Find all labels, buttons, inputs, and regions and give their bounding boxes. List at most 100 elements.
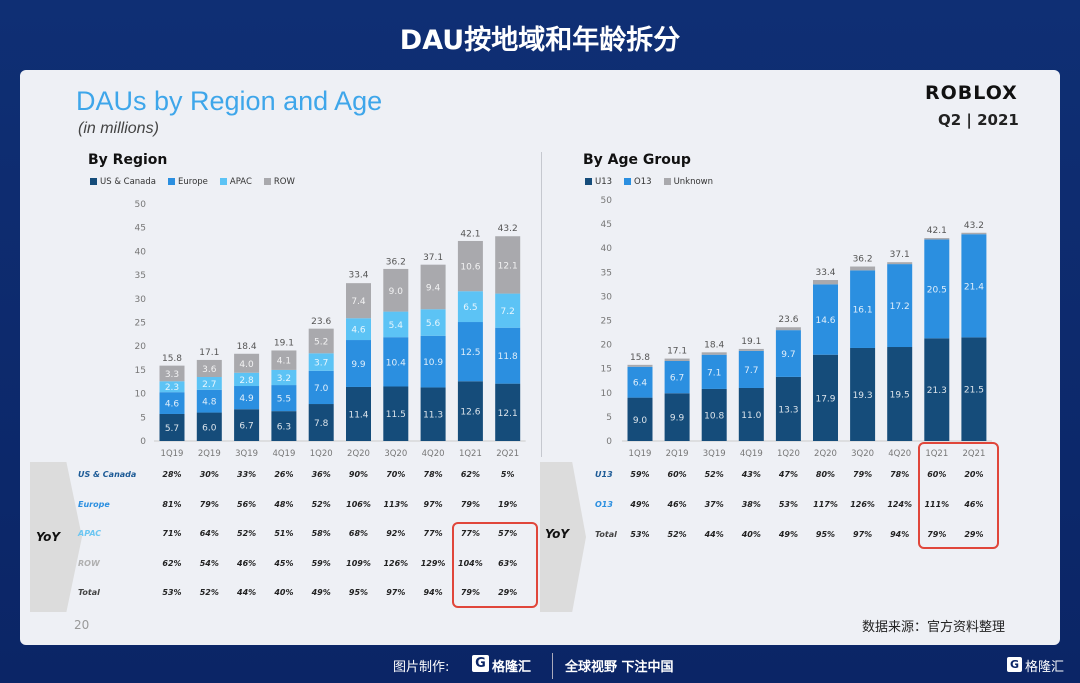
yoy-cell: 79%	[199, 499, 219, 509]
corner-brand: 格隆汇	[1025, 660, 1065, 675]
data-source: 数据来源：官方资料整理	[862, 620, 1006, 635]
bar-segment-u13	[738, 387, 764, 441]
x-tick-label: 2Q19	[666, 449, 689, 459]
bar-segment-o13	[813, 284, 838, 355]
data-label: 21.5	[964, 386, 984, 396]
bar-segment-us-canada	[308, 404, 334, 441]
data-label: 5.5	[277, 395, 291, 405]
bar-segment-apac	[196, 377, 222, 390]
data-label: 4.6	[351, 326, 366, 336]
legend-label: ROW	[273, 177, 295, 187]
yoy-cell: 20%	[964, 470, 984, 479]
y-tick-label: 10	[601, 389, 613, 399]
bar-segment-row	[196, 359, 222, 378]
yoy-cell: 97%	[423, 499, 443, 509]
data-label: 4.0	[239, 360, 254, 370]
yoy-cell: 63%	[498, 558, 518, 568]
total-label: 17.1	[667, 347, 687, 357]
yoy-cell: 58%	[311, 529, 331, 538]
bar-segment-row	[308, 328, 334, 354]
bar-segment-o13	[701, 354, 727, 389]
yoy-cell: 109%	[346, 558, 371, 568]
legend-europe: Europe	[168, 177, 208, 187]
bar-segment-row	[420, 264, 446, 310]
bar-segment-unknown	[701, 352, 727, 355]
data-label: 10.6	[460, 263, 480, 273]
yoy-cell: 97%	[386, 588, 406, 597]
bar-segment-europe	[346, 340, 371, 387]
x-tick-label: 1Q20	[310, 449, 333, 459]
bar-segment-u13	[664, 393, 690, 441]
yoy-cell: 26%	[274, 470, 294, 479]
banner-title: DAU按地域和年龄拆分	[399, 25, 681, 56]
data-label: 10.4	[386, 358, 406, 368]
bar-segment-row	[383, 268, 409, 312]
bar-segment-unknown	[775, 327, 801, 331]
data-label: 7.0	[314, 384, 329, 394]
y-tick-label: 25	[601, 317, 612, 327]
yoy-cell: 52%	[199, 588, 219, 597]
yoy-cell: 106%	[346, 499, 371, 509]
x-tick-label: 3Q19	[235, 449, 258, 459]
bar-segment-u13	[775, 376, 801, 441]
row-label: U13	[595, 470, 613, 479]
bar-segment-o13	[924, 239, 950, 339]
yoy-cell: 28%	[162, 470, 182, 479]
footer-divider	[552, 653, 553, 679]
yoy-cell: 53%	[630, 530, 650, 539]
total-label: 23.6	[311, 317, 331, 327]
bar-segment-europe	[159, 392, 185, 414]
y-tick-label: 0	[140, 437, 146, 447]
yoy-cell: 70%	[386, 470, 406, 479]
data-label: 9.9	[670, 414, 685, 424]
corner-logo-icon: G	[1007, 657, 1022, 672]
x-tick-label: 3Q20	[851, 449, 874, 459]
data-label: 6.7	[239, 422, 253, 432]
made-by-label: 图片制作:	[393, 660, 450, 675]
bar-segment-us-canada	[196, 412, 222, 441]
quarter-label: Q2 | 2021	[938, 111, 1019, 129]
legend-label: APAC	[229, 177, 252, 187]
bar-segment-u13	[887, 347, 913, 441]
data-label: 13.3	[778, 405, 798, 415]
data-label: 9.9	[351, 360, 366, 370]
bar-segment-europe	[271, 385, 297, 412]
yoy-cell: 51%	[274, 529, 294, 538]
bar-segment-apac	[308, 353, 334, 371]
yoy-cell: 53%	[162, 588, 182, 597]
x-tick-label: 1Q19	[161, 449, 184, 459]
data-label: 17.2	[890, 302, 910, 312]
yoy-cell: 52%	[237, 529, 257, 538]
data-label: 12.1	[498, 409, 518, 419]
x-tick-label: 1Q19	[629, 449, 652, 459]
x-tick-label: 2Q20	[814, 449, 837, 459]
bar-segment-us-canada	[234, 409, 260, 441]
yoy-cell: 19%	[498, 499, 518, 509]
chart-divider	[541, 152, 542, 457]
row-label: Europe	[78, 499, 110, 509]
yoy-cell: 60%	[667, 470, 687, 479]
y-tick-label: 50	[135, 200, 147, 210]
yoy-cell: 47%	[778, 470, 798, 479]
footer: 图片制作: G 格隆汇 全球视野 下注中国 G 格隆汇	[0, 648, 1080, 683]
data-label: 2.7	[202, 380, 216, 390]
bar-segment-o13	[738, 350, 764, 388]
bar-segment-apac	[271, 369, 297, 386]
x-tick-label: 1Q20	[777, 449, 800, 459]
legend-label: Europe	[178, 177, 208, 187]
yoy-cell: 48%	[274, 499, 294, 509]
y-tick-label: 15	[601, 365, 612, 375]
legend-unknown: Unknown	[663, 177, 713, 187]
x-tick-label: 4Q20	[422, 449, 445, 459]
y-tick-label: 25	[135, 319, 146, 329]
data-label: 11.5	[386, 410, 406, 420]
bar-segment-us-canada	[457, 381, 483, 441]
yoy-cell: 79%	[460, 588, 480, 597]
x-tick-label: 3Q20	[384, 449, 407, 459]
total-label: 17.1	[199, 348, 219, 358]
bar-segment-unknown	[813, 280, 838, 285]
bar-segment-u13	[850, 347, 876, 441]
yoy-cell: 95%	[815, 530, 836, 539]
yoy-cell: 111%	[924, 500, 950, 509]
